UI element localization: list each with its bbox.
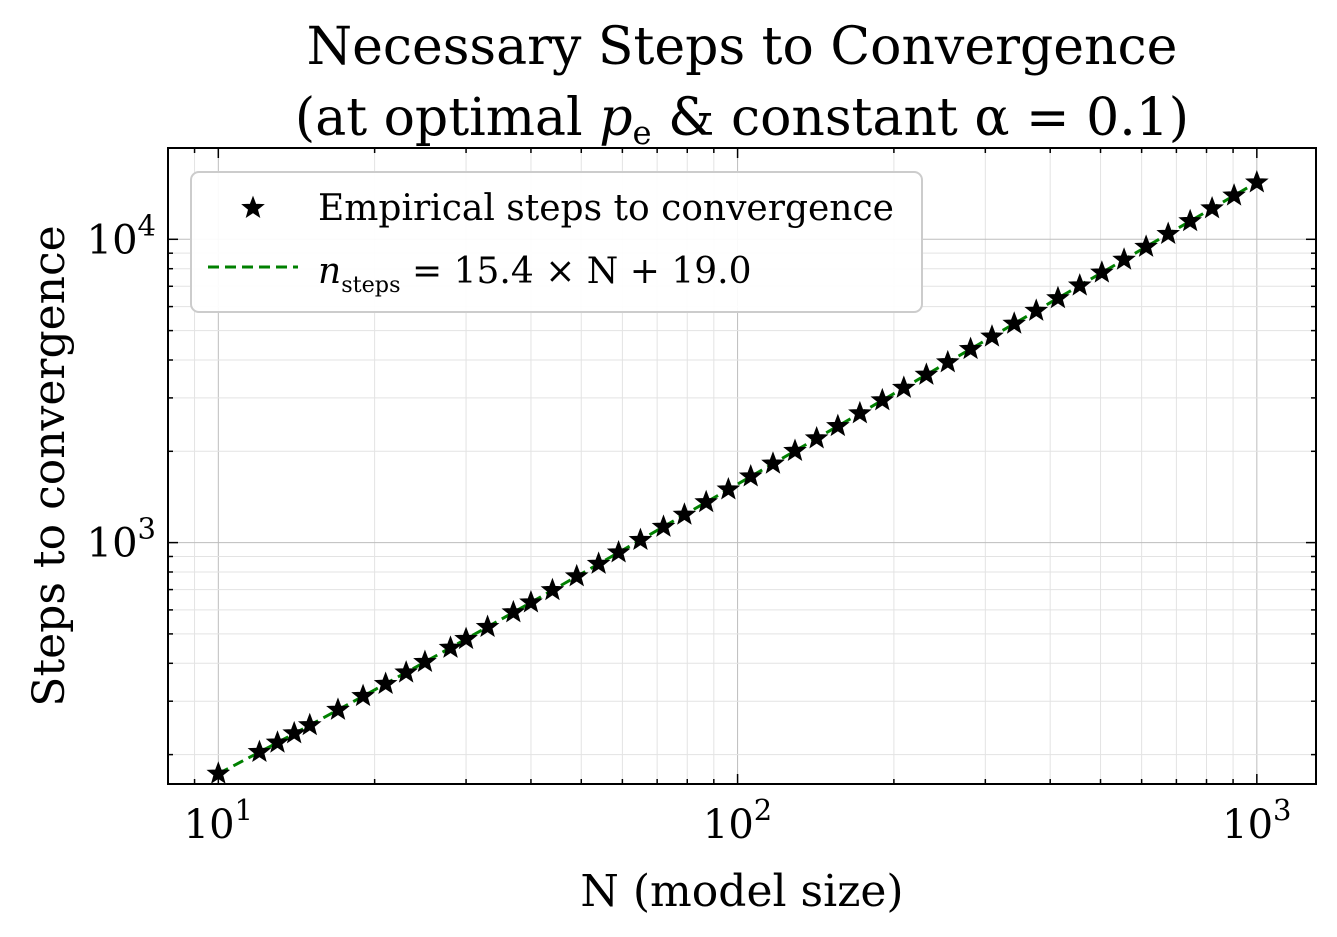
plot-frame <box>167 147 1317 785</box>
data-point-star <box>1134 234 1158 257</box>
data-point-star <box>265 730 290 753</box>
data-point-star <box>672 502 697 525</box>
y-tick-label: 104 <box>87 208 156 263</box>
data-point-star <box>1067 273 1092 296</box>
data-point-star <box>1222 183 1246 206</box>
legend: Empirical steps to convergence nsteps​ =… <box>190 171 923 313</box>
data-point-star <box>351 683 375 707</box>
data-point-star <box>761 451 785 474</box>
data-points-layer <box>206 170 1269 784</box>
data-point-star <box>783 438 807 461</box>
data-point-star <box>716 477 741 500</box>
data-point-star <box>651 514 676 537</box>
data-point-star <box>247 739 272 763</box>
data-point-star <box>738 464 763 487</box>
y-tick-label: 103 <box>87 512 156 567</box>
data-point-star <box>394 660 418 683</box>
data-point-star <box>519 590 543 613</box>
data-point-star <box>475 614 500 638</box>
axis-ticks: 101 102 103 103 104 <box>87 147 1316 848</box>
data-point-star <box>914 362 939 385</box>
data-point-star <box>1046 285 1070 309</box>
data-point-star <box>373 671 398 694</box>
data-point-star <box>282 720 307 744</box>
data-point-star <box>564 563 589 587</box>
data-point-star <box>1112 247 1136 270</box>
data-point-star <box>694 489 718 513</box>
data-point-star <box>980 324 1004 347</box>
chart-title-line1: Necessary Steps to Convergence <box>307 17 1178 77</box>
data-point-star <box>586 551 611 574</box>
legend-label-fit: nsteps​ = 15.4 × N + 19.0 <box>318 251 752 298</box>
data-point-star <box>1156 221 1181 245</box>
data-point-star <box>454 626 478 650</box>
x-axis-label: N (model size) <box>580 866 903 917</box>
x-tick-label: 103 <box>1222 793 1291 848</box>
data-point-star <box>540 577 565 601</box>
data-point-star <box>1200 195 1224 219</box>
data-point-star <box>870 387 895 411</box>
data-point-star <box>501 599 526 623</box>
data-point-star <box>326 697 350 720</box>
chart-title-line2: (at optimal pe​ & constant α = 0.1) <box>295 88 1189 152</box>
data-point-star <box>413 649 437 673</box>
data-point-star <box>891 375 916 398</box>
data-point-star <box>1024 298 1049 321</box>
data-point-star <box>958 336 983 360</box>
data-point-star <box>848 400 872 424</box>
data-point-star <box>1178 208 1202 232</box>
x-tick-label: 102 <box>703 793 772 848</box>
data-point-star <box>628 527 653 551</box>
legend-label-empirical: Empirical steps to convergence <box>318 188 894 229</box>
data-point-star <box>1002 311 1027 334</box>
data-point-star <box>826 413 850 437</box>
data-point-star <box>438 635 463 658</box>
legend-box <box>190 171 923 313</box>
data-point-star <box>297 712 322 736</box>
data-point-star <box>1245 170 1269 193</box>
data-point-star <box>1090 260 1114 283</box>
x-tick-label: 101 <box>184 793 253 848</box>
data-point-star <box>804 425 829 449</box>
data-point-star <box>606 540 631 563</box>
data-point-star <box>935 349 960 373</box>
legend-star-marker-icon <box>241 195 265 219</box>
y-axis-label: Steps to convergence <box>24 225 75 706</box>
